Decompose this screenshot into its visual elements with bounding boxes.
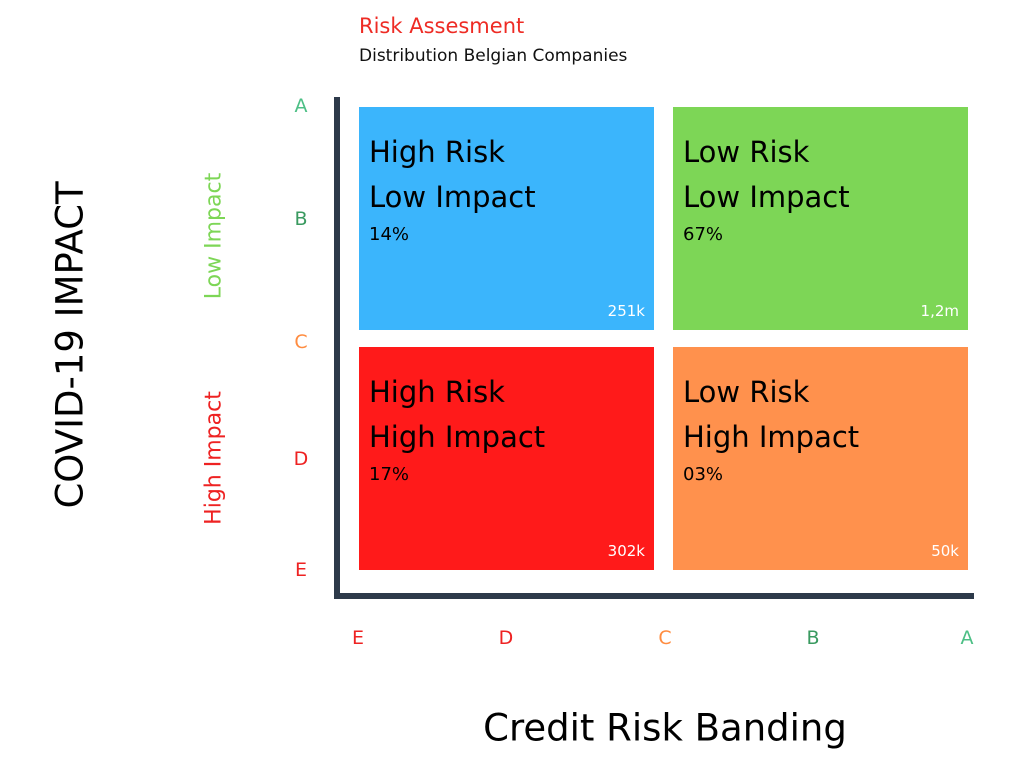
quadrant-risk-label: High Risk xyxy=(369,375,505,409)
quadrant-risk-label: Low Risk xyxy=(683,135,810,169)
low-impact-band-label: Low Impact xyxy=(201,172,227,300)
y-axis-title: COVID-19 IMPACT xyxy=(48,181,92,509)
chart-title: Risk Assesment xyxy=(359,14,525,38)
quadrant-impact-label: High Impact xyxy=(683,420,860,454)
quadrant-percent: 17% xyxy=(369,464,410,485)
x-tick-d: D xyxy=(498,627,514,649)
x-tick-c: C xyxy=(658,627,672,649)
quadrant-percent: 03% xyxy=(683,464,724,485)
y-tick-b: B xyxy=(294,208,308,230)
y-tick-d: D xyxy=(293,448,309,470)
chart-subtitle: Distribution Belgian Companies xyxy=(359,46,628,66)
y-axis-line xyxy=(334,97,340,599)
quadrant-impact-label: Low Impact xyxy=(683,180,850,214)
quadrant-count: 50k xyxy=(931,542,959,560)
x-tick-a: A xyxy=(960,627,974,649)
quadrant-percent: 67% xyxy=(683,224,724,245)
quadrant-percent: 14% xyxy=(369,224,410,245)
x-axis-title: Credit Risk Banding xyxy=(483,706,847,750)
quadrant-high-risk-low-impact: High Risk Low Impact 14% 251k xyxy=(359,107,654,330)
y-tick-a: A xyxy=(294,95,308,117)
x-tick-b: B xyxy=(806,627,820,649)
x-tick-e: E xyxy=(351,627,365,649)
quadrant-low-risk-high-impact: Low Risk High Impact 03% 50k xyxy=(673,347,968,570)
quadrant-low-risk-low-impact: Low Risk Low Impact 67% 1,2m xyxy=(673,107,968,330)
quadrant-count: 1,2m xyxy=(920,302,959,320)
quadrant-count: 302k xyxy=(607,542,645,560)
y-tick-c: C xyxy=(294,331,308,353)
y-tick-e: E xyxy=(294,559,308,581)
quadrant-count: 251k xyxy=(607,302,645,320)
quadrant-high-risk-high-impact: High Risk High Impact 17% 302k xyxy=(359,347,654,570)
quadrant-risk-label: Low Risk xyxy=(683,375,810,409)
quadrant-impact-label: Low Impact xyxy=(369,180,536,214)
quadrant-risk-label: High Risk xyxy=(369,135,505,169)
high-impact-band-label: High Impact xyxy=(201,391,227,525)
x-axis-line xyxy=(334,593,974,599)
quadrant-impact-label: High Impact xyxy=(369,420,546,454)
